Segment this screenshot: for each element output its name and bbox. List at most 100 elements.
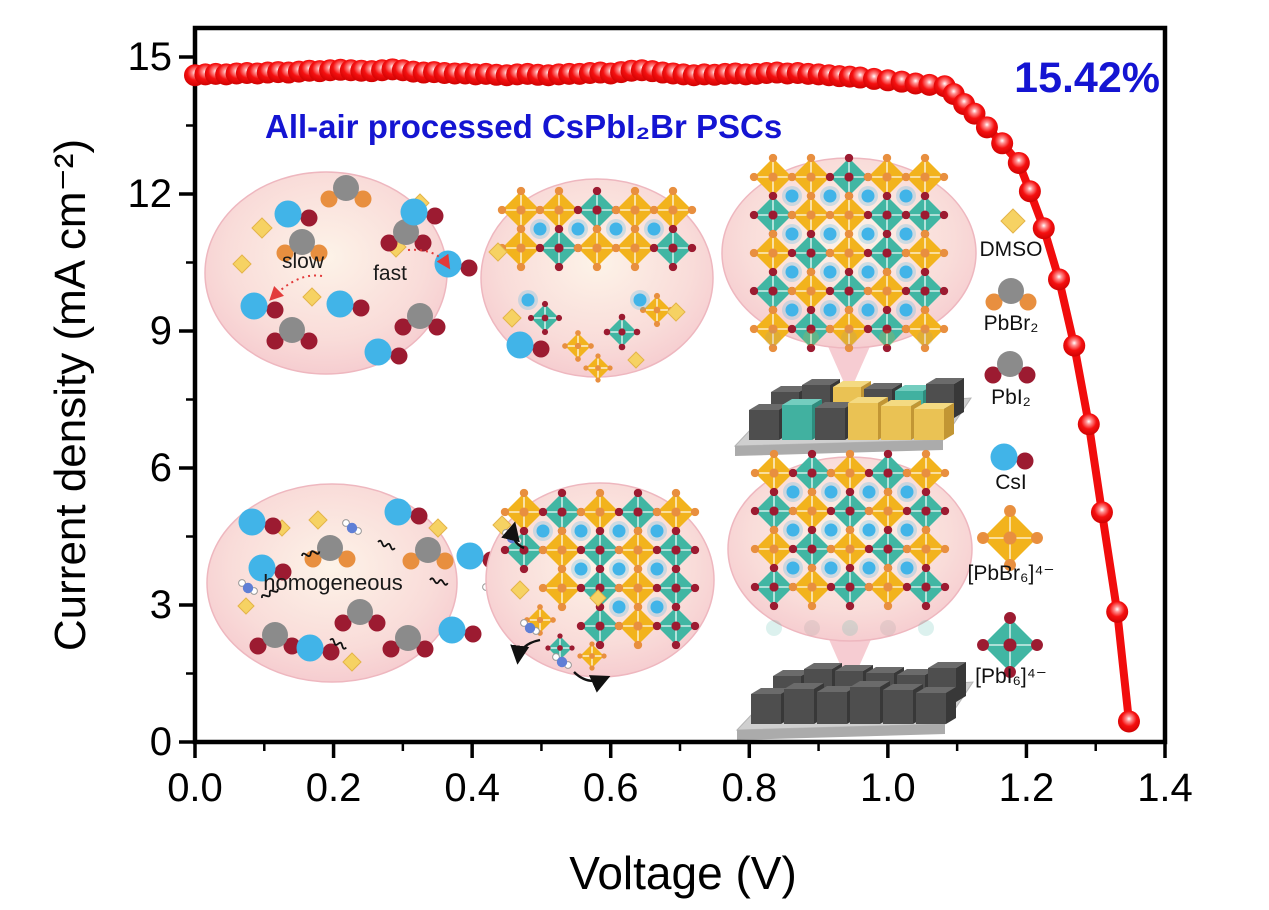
- cs-ion-icon: [782, 186, 802, 206]
- octahedron-icon: [826, 525, 874, 573]
- dmso-diamond-icon: [232, 254, 252, 274]
- pbi2-molecule-icon: [380, 219, 432, 252]
- solvent-squiggle: [261, 588, 279, 599]
- y-tick-label: 12: [127, 172, 173, 216]
- csi-molecule-icon: [274, 200, 318, 228]
- octahedron-icon: [652, 602, 700, 650]
- water-molecule-icon: [520, 619, 540, 635]
- solvent-squiggle: [429, 577, 449, 586]
- cs-ion-icon: [859, 482, 879, 502]
- octahedron-icon: [750, 525, 798, 573]
- crystal-film: [733, 378, 972, 456]
- octahedron-icon: [611, 224, 659, 272]
- legend-label-pbbr6: [PbBr₆]⁴⁻: [967, 562, 1055, 585]
- cs-ion-icon: [821, 482, 841, 502]
- cs-ion-icon: [858, 224, 878, 244]
- pbi2-molecule-icon: [334, 599, 386, 632]
- crystal-cube: [914, 403, 954, 440]
- octahedron-icon: [527, 300, 563, 336]
- octahedron-icon: [576, 602, 624, 650]
- pbbr2-molecule-icon: [304, 535, 356, 568]
- pbi2-molecule-icon: [382, 625, 434, 658]
- octahedron-icon: [524, 604, 556, 636]
- octahedron-icon: [603, 313, 641, 351]
- octahedron-icon: [826, 563, 874, 611]
- csi-molecule-icon: [364, 338, 408, 366]
- octahedron-icon: [902, 449, 950, 497]
- cs-ion-icon: [896, 186, 916, 206]
- cs-ion-icon: [820, 186, 840, 206]
- cs-ion-icon: [609, 597, 629, 617]
- cs-ion-icon: [896, 224, 916, 244]
- inset-balloon: [721, 153, 977, 394]
- octahedron-icon: [863, 305, 911, 353]
- x-tick-label: 0.4: [444, 766, 500, 810]
- inset-balloon: [727, 449, 973, 687]
- crystal-cube: [848, 397, 888, 440]
- fast-label: fast: [373, 262, 407, 285]
- pce-annotation: 15.42%: [1014, 54, 1160, 102]
- x-tick-label: 1.2: [998, 766, 1055, 810]
- octahedron-icon: [652, 564, 700, 612]
- inset-title: All-air processed CsPbI₂Br PSCs: [265, 108, 783, 145]
- cs-ion-icon: [783, 482, 803, 502]
- cs-ion-icon: [647, 521, 667, 541]
- dmso-diamond-icon: [627, 351, 645, 369]
- inset-ellipse: [204, 171, 478, 375]
- octahedron-icon: [649, 224, 697, 272]
- cs-ion-icon: [783, 520, 803, 540]
- octahedron-icon: [977, 612, 1043, 678]
- cs-ion-icon: [858, 300, 878, 320]
- dmso-diamond-icon: [1000, 208, 1026, 234]
- cs-ion-icon: [858, 186, 878, 206]
- crystal-cube: [916, 687, 956, 724]
- lattice-reflection: [765, 330, 933, 346]
- cs-ion-icon: [606, 219, 626, 239]
- octahedron-icon: [538, 526, 586, 574]
- dmso-diamond-icon: [488, 242, 508, 262]
- dmso-diamond-icon: [342, 652, 362, 672]
- dmso-diamond-icon: [251, 217, 273, 239]
- lattice-reflection: [766, 620, 934, 636]
- jv-curve-series: [184, 58, 1140, 733]
- pbi2-molecule-icon: [394, 303, 446, 336]
- octahedron-icon: [977, 505, 1043, 571]
- pbbr2-molecule-icon: [320, 175, 372, 208]
- y-tick-label: 9: [149, 309, 172, 353]
- pbi2-molecule-icon: [249, 622, 301, 655]
- solvent-squiggle: [301, 550, 321, 558]
- cs-ion-icon: [897, 520, 917, 540]
- inset-ellipse: [480, 178, 714, 383]
- pbi2-molecule-icon: [266, 317, 318, 350]
- octahedron-icon: [787, 305, 835, 353]
- cs-ion-icon: [896, 262, 916, 282]
- dmso-diamond-icon: [510, 580, 530, 600]
- cs-ion-icon: [897, 482, 917, 502]
- csi-molecule-icon: [248, 554, 292, 582]
- cs-ion-icon: [896, 300, 916, 320]
- homogeneous-label: homogeneous: [263, 570, 403, 595]
- cs-ion-icon: [821, 520, 841, 540]
- x-tick-label: 1.0: [860, 766, 916, 810]
- dmso-diamond-icon: [666, 302, 686, 322]
- octahedron-icon: [538, 564, 586, 612]
- crystal-film: [735, 662, 974, 740]
- inset-illustration: [204, 153, 977, 740]
- cs-ion-icon: [820, 224, 840, 244]
- y-tick-label: 3: [149, 583, 172, 627]
- cs-ion-icon: [859, 520, 879, 540]
- cs-ion-icon: [783, 558, 803, 578]
- cs-ion-icon: [571, 521, 591, 541]
- cs-ion-icon: [571, 559, 591, 579]
- csi-molecule-icon: [296, 634, 340, 662]
- cs-ion-icon: [858, 262, 878, 282]
- cs-ion-icon: [533, 521, 553, 541]
- legend-label-pbi2: PbI₂: [991, 386, 1031, 409]
- csi-molecule-icon: [240, 292, 284, 320]
- csi-molecule-icon: [326, 290, 370, 318]
- dmso-diamond-icon: [589, 589, 607, 607]
- perovskite-lattice: [497, 186, 697, 272]
- cs-ion-icon: [782, 224, 802, 244]
- csi-molecule-icon: [990, 443, 1034, 471]
